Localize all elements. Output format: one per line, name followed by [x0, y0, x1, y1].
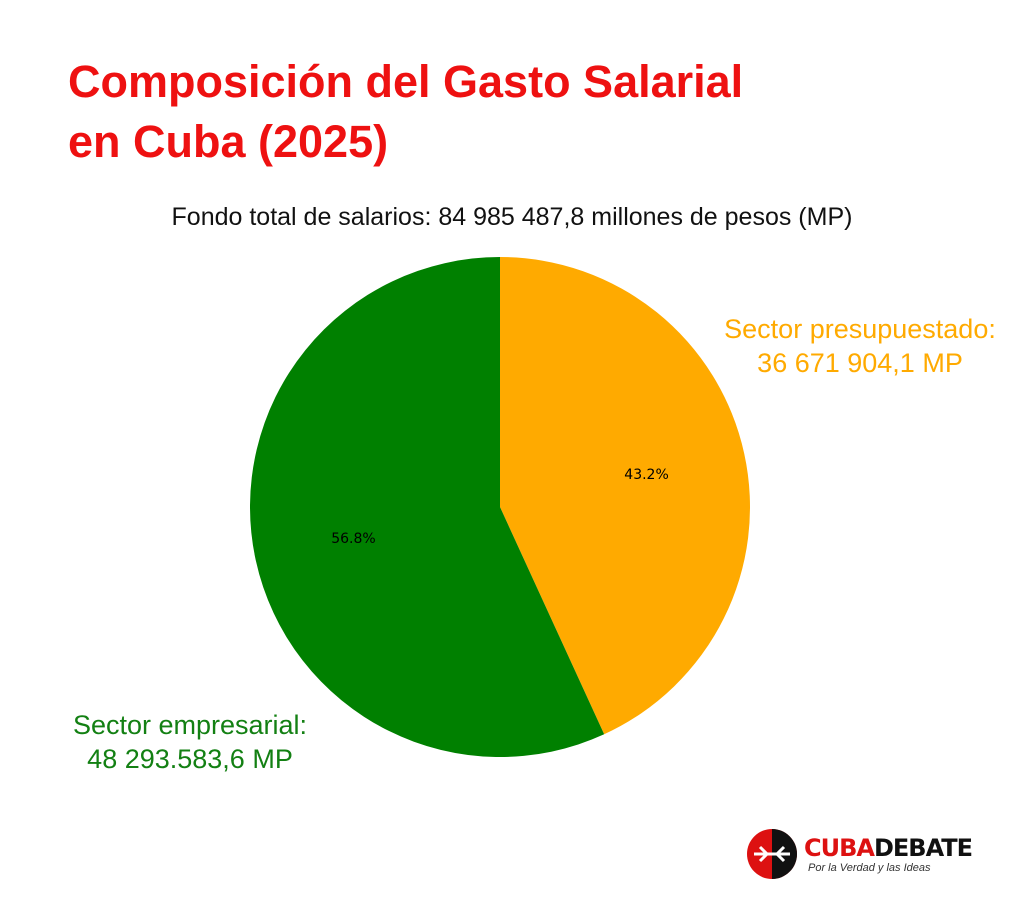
pie-label-enterprise-percent: 56.8% [331, 531, 375, 547]
pie-slice-budget [500, 257, 751, 735]
chart-title-line-1: Composición del Gasto Salarial [68, 56, 744, 107]
chart-subtitle: Fondo total de salarios: 84 985 487,8 mi… [171, 203, 853, 231]
cubadebate-logo-name: CUBADEBATE [804, 834, 973, 862]
budget-sector-label: Sector presupuestado: 36 671 904,1 MP [700, 312, 1020, 380]
enterprise-sector-label-value: 48 293.583,6 MP [87, 744, 293, 774]
chart-title: Composición del Gasto Salarial en Cuba (… [68, 52, 868, 172]
pie-label-budget-percent: 43.2% [624, 467, 668, 483]
cubadebate-logo-name-cuba: CUBA [804, 834, 875, 862]
enterprise-sector-label-name: Sector empresarial: [72, 710, 308, 740]
enterprise-sector-label: Sector empresarial: 48 293.583,6 MP [40, 708, 340, 776]
budget-sector-label-value: 36 671 904,1 MP [757, 348, 963, 378]
cubadebate-logo-icon [747, 829, 797, 879]
pie-slice-enterprise [250, 257, 605, 757]
budget-sector-label-name: Sector presupuestado: [724, 314, 996, 344]
cubadebate-logo-name-debate: DEBATE [873, 834, 973, 862]
cubadebate-tagline: Por la Verdad y las Ideas [808, 862, 931, 874]
cubadebate-logo: CUBADEBATE Por la Verdad y las Ideas [746, 828, 976, 888]
chart-title-line-2: en Cuba (2025) [68, 116, 389, 167]
